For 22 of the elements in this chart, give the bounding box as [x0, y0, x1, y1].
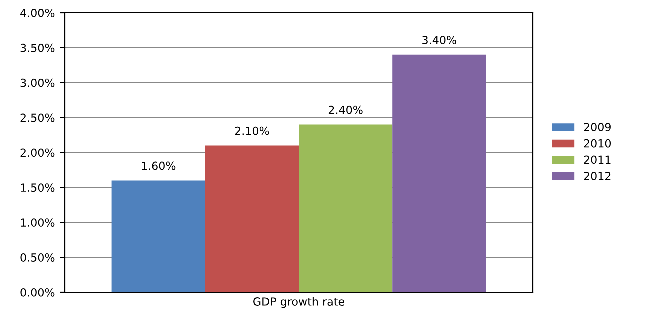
- y-tick-label: 0.50%: [20, 254, 55, 262]
- bar: [392, 54, 486, 292]
- bar: [299, 124, 393, 292]
- legend-label: 2012: [584, 172, 611, 180]
- legend-label: 2009: [584, 123, 611, 132]
- y-tick-label: 1.50%: [21, 184, 55, 192]
- data-label: 2.10%: [235, 126, 270, 136]
- x-tick-label: GDP growth rate: [254, 297, 344, 308]
- y-tick-label: 1.00%: [21, 218, 55, 228]
- data-label: 2.40%: [328, 106, 363, 114]
- data-label: 1.60%: [142, 162, 176, 170]
- legend-label: 2010: [584, 139, 612, 148]
- legend-label: 2011: [584, 156, 611, 164]
- data-label: 3.40%: [422, 36, 456, 44]
- y-tick-label: 3.50%: [20, 44, 55, 52]
- y-tick-label: 2.50%: [20, 114, 55, 122]
- bar: [112, 180, 206, 292]
- y-tick-label: 3.00%: [20, 78, 55, 88]
- y-tick-label: 4.00%: [20, 8, 55, 18]
- bar: [205, 146, 299, 292]
- y-tick-label: 0.00%: [20, 288, 55, 297]
- y-tick-label: 2.00%: [20, 148, 55, 158]
